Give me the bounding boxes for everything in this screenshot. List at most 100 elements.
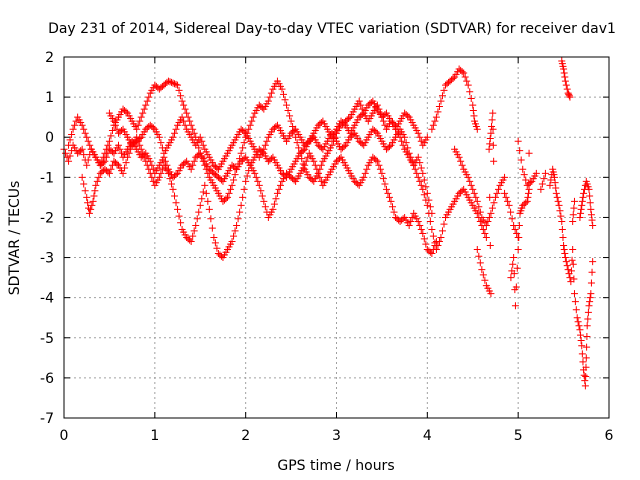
data-point <box>525 149 533 157</box>
data-point <box>308 176 316 184</box>
data-point <box>224 193 231 201</box>
data-point <box>172 199 180 207</box>
data-point <box>208 224 216 232</box>
data-point <box>155 133 163 141</box>
data-point <box>171 80 179 88</box>
data-point <box>469 101 477 109</box>
data-point <box>233 165 241 173</box>
data-point <box>189 232 197 240</box>
data-point <box>98 157 106 165</box>
data-point <box>585 185 593 193</box>
data-point <box>246 121 254 129</box>
data-point <box>399 141 407 149</box>
data-point <box>501 189 509 197</box>
data-point <box>515 221 523 229</box>
data-point <box>460 69 468 77</box>
data-point <box>199 141 207 149</box>
data-point <box>560 246 568 254</box>
data-point <box>349 131 357 139</box>
data-point <box>502 193 510 201</box>
data-point <box>569 211 577 219</box>
data-point <box>190 227 198 235</box>
data-point <box>574 318 582 326</box>
data-point <box>242 177 250 185</box>
data-point <box>414 173 422 181</box>
data-point <box>169 185 177 193</box>
data-point <box>522 199 530 207</box>
data-point <box>317 119 325 127</box>
data-point <box>523 197 531 205</box>
data-point <box>105 169 113 177</box>
data-point <box>116 145 124 153</box>
data-point <box>482 221 490 229</box>
data-point <box>184 113 192 121</box>
data-point <box>577 209 585 217</box>
data-point <box>404 112 412 120</box>
data-point <box>72 117 80 125</box>
data-point <box>169 133 177 141</box>
data-point <box>166 78 174 86</box>
data-point <box>245 125 253 133</box>
data-point <box>489 125 497 133</box>
data-point <box>509 260 517 268</box>
data-point <box>181 121 189 129</box>
data-point <box>481 276 489 284</box>
x-tick-label: 5 <box>514 428 523 444</box>
data-point <box>584 308 592 316</box>
data-point <box>538 180 546 188</box>
data-point <box>381 180 389 188</box>
data-point <box>522 176 530 184</box>
data-point <box>230 232 238 240</box>
data-point <box>284 106 292 114</box>
data-point <box>578 350 586 358</box>
data-point <box>213 244 221 252</box>
data-point <box>105 137 113 145</box>
data-point <box>260 145 268 153</box>
data-point <box>417 225 425 233</box>
data-point <box>266 93 274 101</box>
data-point <box>93 177 101 185</box>
data-point <box>261 203 269 211</box>
data-point <box>254 177 262 185</box>
data-point <box>172 171 180 179</box>
series-track-5 <box>428 65 509 298</box>
data-point <box>118 127 126 135</box>
data-point <box>405 221 413 229</box>
data-point <box>458 161 466 169</box>
data-point <box>96 161 104 169</box>
data-point <box>569 260 577 268</box>
data-point <box>547 176 555 184</box>
data-point <box>201 181 209 189</box>
data-point <box>283 101 291 109</box>
data-point <box>473 209 481 217</box>
data-point <box>264 97 272 105</box>
data-point <box>137 145 145 153</box>
data-point <box>136 135 144 143</box>
data-point <box>66 136 74 144</box>
data-point <box>472 193 480 201</box>
data-point <box>429 232 437 240</box>
data-point <box>466 88 474 96</box>
data-point <box>119 169 127 177</box>
data-point <box>579 358 587 366</box>
data-point <box>570 290 578 298</box>
data-point <box>87 205 95 213</box>
data-point <box>258 104 266 112</box>
y-tick-label: -5 <box>40 331 54 347</box>
data-point <box>457 157 465 165</box>
data-point <box>225 189 233 197</box>
data-point <box>510 254 518 262</box>
data-point <box>329 137 337 145</box>
data-point <box>466 177 474 185</box>
data-point <box>551 179 559 187</box>
data-point <box>217 176 225 184</box>
data-point <box>398 137 406 145</box>
data-point <box>80 125 88 133</box>
data-point <box>582 363 590 371</box>
data-point <box>580 189 588 197</box>
data-point <box>516 147 524 155</box>
data-point <box>234 160 242 168</box>
data-point <box>227 185 235 193</box>
data-point <box>178 97 186 105</box>
data-point <box>476 217 484 225</box>
